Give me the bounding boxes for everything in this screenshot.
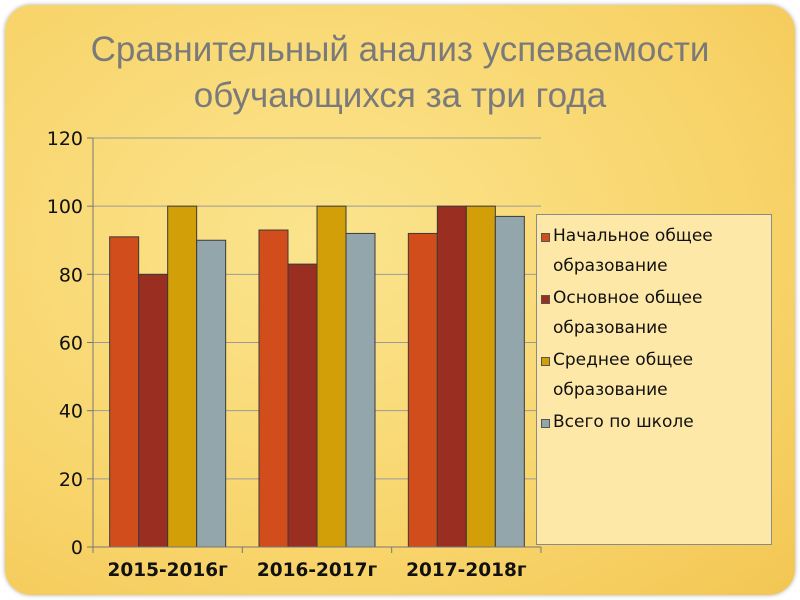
legend-item-basic: Основное общее образование: [541, 283, 771, 343]
slide-title: Сравнительный анализ успеваемости обучаю…: [5, 27, 795, 119]
slide: Сравнительный анализ успеваемости обучаю…: [5, 5, 795, 595]
bar-chart: 0 20 40 60 80 100 120 2015-2016г 2016-2017г 2017…: [47, 128, 542, 581]
bar-0-1: [138, 273, 169, 548]
legend-item-initial: Начальное общее образование: [541, 221, 771, 281]
legend-label-secondary: Среднее общее образование: [553, 350, 694, 400]
y-tick-label: 40: [59, 401, 83, 423]
y-tick-label: 100: [47, 196, 83, 218]
legend-swatch-initial: [541, 233, 550, 242]
y-tick-label: 60: [59, 333, 83, 355]
bar-1-1: [287, 263, 318, 548]
bar-0-2: [167, 205, 198, 548]
bar-2-0: [407, 232, 438, 548]
legend-item-school: Всего по школе: [541, 407, 771, 437]
x-tick-label: 2016-2017г: [257, 560, 378, 581]
legend-swatch-secondary: [541, 357, 550, 366]
bar-2-2: [465, 205, 496, 548]
title-line-2: обучающихся за три года: [193, 76, 607, 115]
chart-legend: Начальное общее образование Основное общ…: [536, 214, 772, 545]
y-tick-label: 20: [59, 469, 83, 491]
y-tick-label: 0: [71, 537, 83, 559]
y-axis: 0 20 40 60 80 100 120: [47, 128, 94, 559]
legend-swatch-basic: [541, 295, 550, 304]
title-line-1: Сравнительный анализ успеваемости: [90, 30, 710, 69]
legend-item-secondary: Среднее общее образование: [541, 345, 771, 405]
bar-0-3: [196, 239, 227, 548]
bar-1-0: [258, 229, 289, 548]
x-tick-label: 2017-2018г: [406, 560, 527, 581]
bar-2-3: [494, 215, 525, 548]
bar-1-2: [316, 205, 347, 548]
bars: [109, 205, 525, 548]
legend-label-initial: Начальное общее образование: [553, 226, 713, 276]
bar-1-3: [345, 232, 376, 548]
y-tick-label: 120: [47, 128, 83, 150]
bar-2-1: [436, 205, 467, 548]
y-tick-label: 80: [59, 264, 83, 286]
legend-label-school: Всего по школе: [553, 412, 694, 432]
legend-label-basic: Основное общее образование: [553, 288, 703, 338]
bar-0-0: [109, 236, 140, 548]
x-axis: 2015-2016г 2016-2017г 2017-2018г: [92, 546, 542, 581]
legend-swatch-school: [541, 419, 550, 428]
x-tick-label: 2015-2016г: [108, 560, 229, 581]
